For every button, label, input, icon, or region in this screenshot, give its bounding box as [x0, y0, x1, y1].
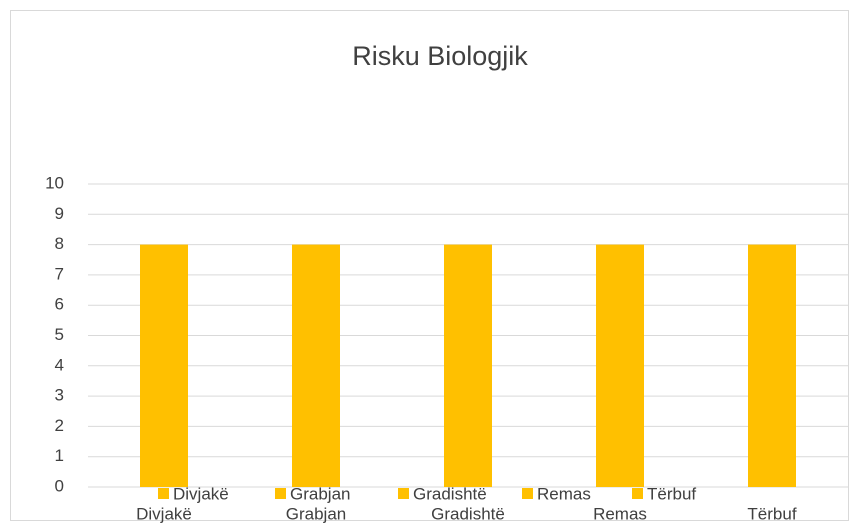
y-tick-label: 1: [55, 446, 64, 465]
legend-swatch: [632, 488, 643, 499]
legend-label: Gradishtë: [413, 484, 487, 503]
bar: [748, 244, 796, 487]
legend-label: Remas: [537, 484, 591, 503]
y-tick-label: 4: [55, 355, 64, 374]
y-tick-label: 8: [55, 234, 64, 253]
legend-label: Tërbuf: [647, 484, 696, 503]
y-tick-label: 0: [55, 476, 64, 495]
y-tick-label: 9: [55, 204, 64, 223]
y-tick-label: 10: [45, 173, 64, 192]
x-tick-label: Remas: [593, 504, 647, 523]
y-tick-label: 7: [55, 264, 64, 283]
x-tick-label: Grabjan: [286, 504, 346, 523]
y-tick-label: 6: [55, 295, 64, 314]
y-tick-label: 2: [55, 416, 64, 435]
bar: [444, 244, 492, 487]
chart-frame: [10, 10, 849, 521]
legend-swatch: [398, 488, 409, 499]
legend-label: Divjakë: [173, 484, 229, 503]
legend-swatch: [275, 488, 286, 499]
bar: [292, 244, 340, 487]
y-tick-label: 3: [55, 386, 64, 405]
bar: [140, 244, 188, 487]
x-tick-label: Gradishtë: [431, 504, 505, 523]
legend-swatch: [522, 488, 533, 499]
chart-title: Risku Biologjik: [352, 41, 528, 71]
bar: [596, 244, 644, 487]
legend-swatch: [158, 488, 169, 499]
x-tick-label: Tërbuf: [747, 504, 796, 523]
y-tick-label: 5: [55, 325, 64, 344]
legend-label: Grabjan: [290, 484, 350, 503]
x-tick-label: Divjakë: [136, 504, 192, 523]
